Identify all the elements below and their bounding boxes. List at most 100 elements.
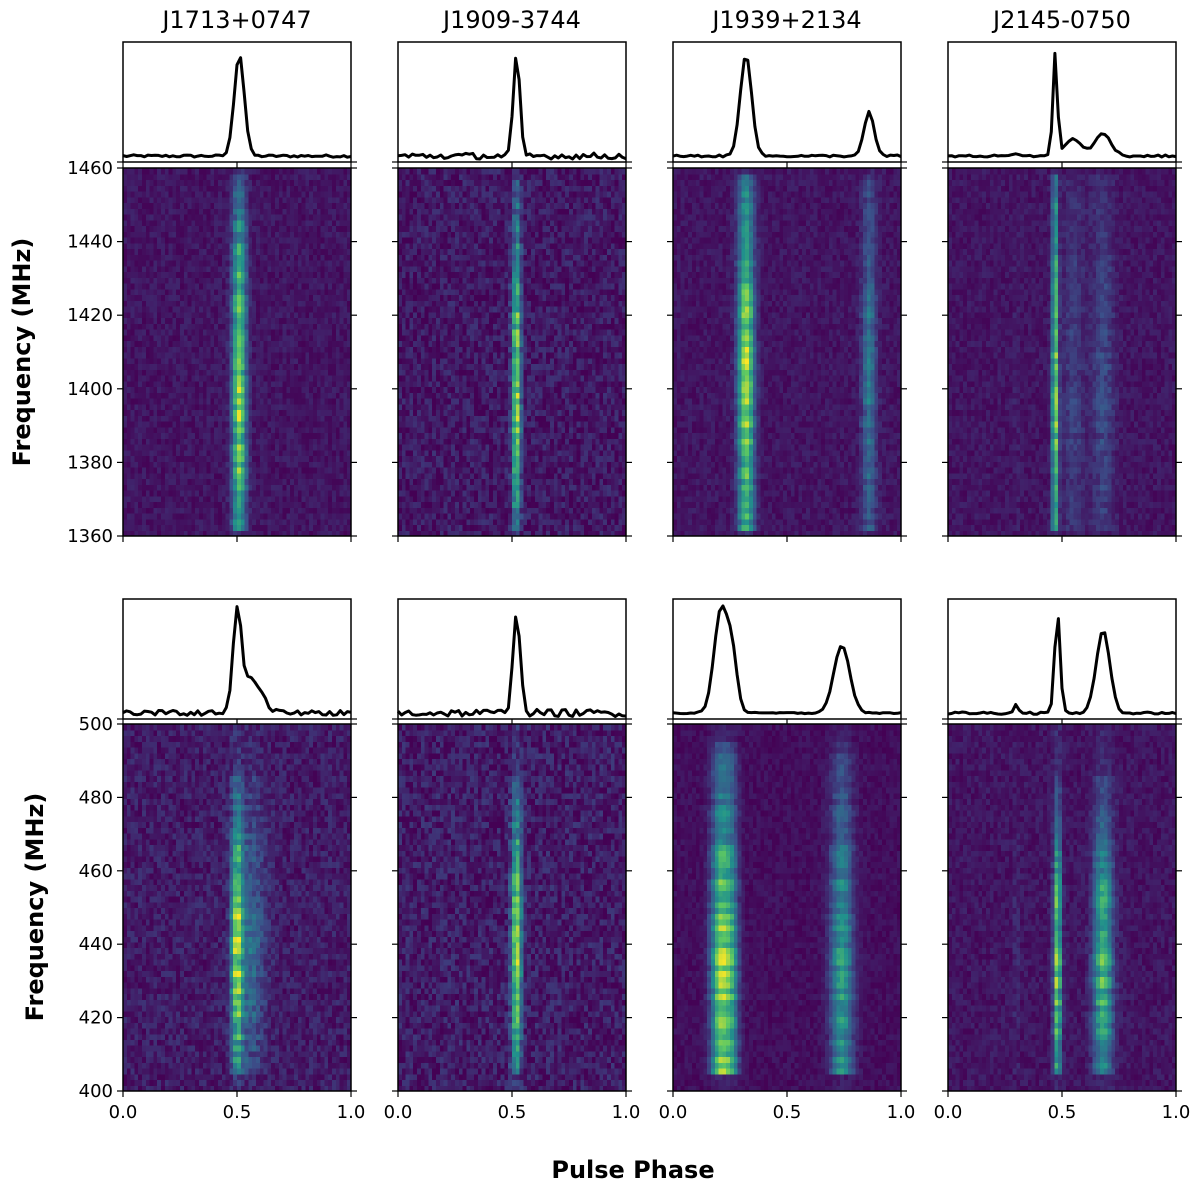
heat-cell: [169, 473, 173, 479]
heat-cell: [188, 392, 192, 398]
heat-cell: [309, 410, 313, 416]
heat-cell: [343, 438, 347, 444]
heat-cell: [248, 438, 252, 444]
heat-cell: [191, 444, 195, 450]
heat-cell: [313, 484, 317, 490]
heat-cell: [332, 461, 336, 467]
heat-cell: [256, 444, 260, 450]
heat-cell: [161, 415, 165, 421]
heat-cell: [131, 456, 135, 462]
heat-cell: [237, 438, 241, 444]
heat-cell: [210, 490, 214, 496]
heat-cell: [321, 421, 325, 427]
heat-cell: [332, 525, 336, 531]
heat-cell: [169, 410, 173, 416]
heat-cell: [245, 519, 249, 525]
heat-cell: [283, 433, 287, 439]
heat-cell: [328, 415, 332, 421]
heat-cell: [153, 421, 157, 427]
heat-cell: [237, 496, 241, 502]
heat-cell: [150, 479, 154, 485]
heat-cell: [283, 513, 287, 519]
heat-cell: [218, 484, 222, 490]
heat-cell: [191, 507, 195, 513]
heat-cell: [264, 404, 268, 410]
heat-cell: [195, 479, 199, 485]
heat-cell: [157, 484, 161, 490]
heat-cell: [161, 392, 165, 398]
heat-cell: [290, 456, 294, 462]
heat-cell: [207, 392, 211, 398]
heat-cell: [343, 519, 347, 525]
heat-cell: [188, 410, 192, 416]
heat-cell: [142, 433, 146, 439]
heat-cell: [245, 484, 249, 490]
heat-cell: [324, 525, 328, 531]
heat-cell: [279, 490, 283, 496]
heat-cell: [233, 519, 237, 525]
heat-cell: [340, 421, 344, 427]
heat-cell: [336, 490, 340, 496]
profile-line: [123, 58, 351, 158]
heat-cell: [286, 461, 290, 467]
heat-cell: [188, 444, 192, 450]
heat-cell: [275, 450, 279, 456]
heat-cell: [275, 484, 279, 490]
heat-cell: [275, 444, 279, 450]
heat-cell: [191, 513, 195, 519]
heat-cell: [336, 519, 340, 525]
heat-cell: [328, 456, 332, 462]
heat-cell: [340, 444, 344, 450]
heat-cell: [203, 415, 207, 421]
heat-cell: [340, 450, 344, 456]
heat-cell: [256, 467, 260, 473]
heat-cell: [271, 473, 275, 479]
heat-cell: [176, 467, 180, 473]
heat-cell: [131, 479, 135, 485]
heat-cell: [275, 433, 279, 439]
heat-cell: [161, 490, 165, 496]
heat-cell: [176, 513, 180, 519]
heat-cell: [172, 427, 176, 433]
heat-cell: [252, 467, 256, 473]
heat-cell: [165, 421, 169, 427]
heat-cell: [237, 398, 241, 404]
heat-cell: [283, 519, 287, 525]
heat-cell: [184, 421, 188, 427]
heat-cell: [237, 490, 241, 496]
heat-cell: [142, 398, 146, 404]
heat-cell: [180, 513, 184, 519]
heat-cell: [188, 496, 192, 502]
heat-cell: [131, 392, 135, 398]
heat-cell: [233, 461, 237, 467]
heat-cell: [134, 490, 138, 496]
heat-cell: [138, 490, 142, 496]
heat-cell: [279, 433, 283, 439]
heat-cell: [199, 473, 203, 479]
heat-cell: [271, 421, 275, 427]
heat-cell: [176, 421, 180, 427]
heat-cell: [165, 404, 169, 410]
heat-cell: [237, 456, 241, 462]
heat-cell: [127, 513, 131, 519]
heat-cell: [131, 502, 135, 508]
heat-cell: [294, 507, 298, 513]
heat-cell: [252, 433, 256, 439]
heat-cell: [252, 421, 256, 427]
heat-cell: [252, 427, 256, 433]
heat-cell: [195, 398, 199, 404]
heat-cell: [302, 502, 306, 508]
heat-cell: [279, 410, 283, 416]
heat-cell: [226, 398, 230, 404]
heat-cell: [218, 525, 222, 531]
heat-cell: [176, 507, 180, 513]
heat-cell: [146, 467, 150, 473]
heat-cell: [275, 479, 279, 485]
heat-cell: [184, 473, 188, 479]
heat-cell: [172, 513, 176, 519]
heat-cell: [161, 450, 165, 456]
heat-cell: [214, 461, 218, 467]
heat-cell: [218, 490, 222, 496]
heat-cell: [324, 473, 328, 479]
heat-cell: [298, 427, 302, 433]
